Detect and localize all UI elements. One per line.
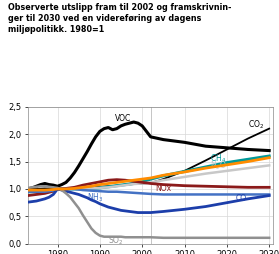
Text: CH$_4$: CH$_4$ bbox=[210, 153, 226, 165]
Text: VOC: VOC bbox=[115, 114, 131, 123]
Text: CO$_2$: CO$_2$ bbox=[248, 119, 264, 131]
Text: Observerte utslipp fram til 2002 og framskrivnin-
ger til 2030 ved en videreføri: Observerte utslipp fram til 2002 og fram… bbox=[8, 3, 232, 34]
Text: N$_2$O: N$_2$O bbox=[210, 160, 227, 172]
Text: NH$_3$: NH$_3$ bbox=[87, 192, 104, 204]
Text: NOx: NOx bbox=[155, 184, 171, 194]
Text: SO$_2$: SO$_2$ bbox=[108, 235, 124, 247]
Text: CO: CO bbox=[235, 194, 246, 203]
